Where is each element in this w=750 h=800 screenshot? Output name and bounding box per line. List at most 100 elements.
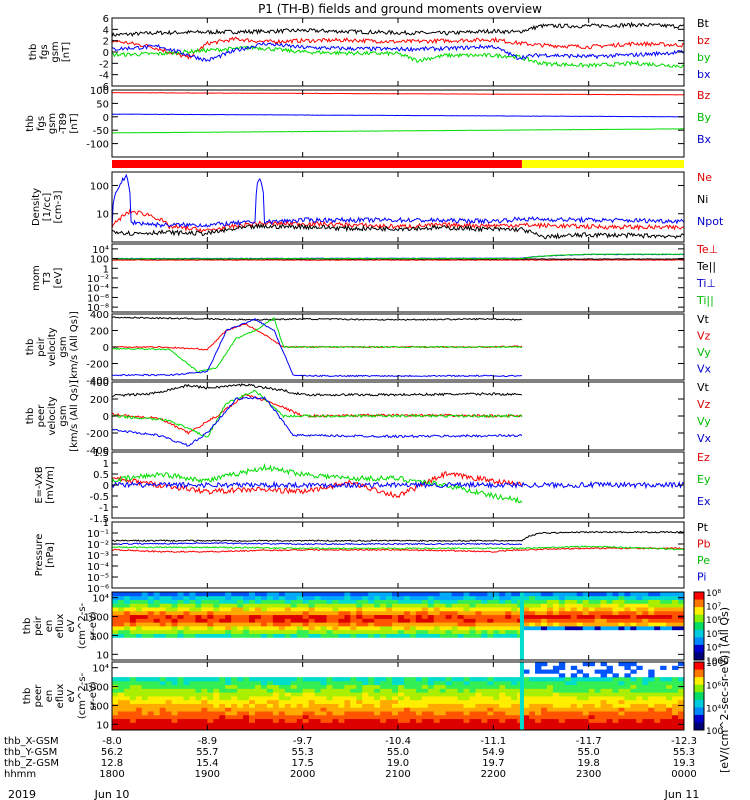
spectrogram-cell xyxy=(141,699,149,704)
spectrogram-cell xyxy=(463,684,470,689)
spectrogram-cell xyxy=(207,599,214,604)
spectrogram-cell xyxy=(582,688,590,693)
spectrogram-cell xyxy=(552,595,560,600)
colorbar-label: [eV/(cm^2-sec-sr-eV)] (All Qs) xyxy=(718,607,731,773)
spectrogram-cell xyxy=(231,633,238,638)
spectrogram-cell xyxy=(403,595,411,600)
spectrogram-cell xyxy=(302,718,310,723)
spectrogram-cell xyxy=(403,696,411,701)
spectrogram-cell xyxy=(487,726,494,731)
spectrogram-cell xyxy=(493,707,500,712)
spectrogram-cell xyxy=(189,610,196,616)
spectrogram-cell xyxy=(493,610,500,616)
spectrogram-cell xyxy=(249,614,256,619)
spectrogram-cell xyxy=(189,626,196,631)
spectrogram-cell xyxy=(123,677,131,682)
spectrogram-cell xyxy=(201,696,208,701)
spectrogram-cell xyxy=(266,699,274,704)
spectrogram-cell xyxy=(481,603,488,608)
spectrogram-cell xyxy=(278,692,286,697)
spectrogram-cell xyxy=(392,714,399,720)
spectrogram-cell xyxy=(314,607,321,612)
spectrogram-cell xyxy=(594,699,601,704)
spectrogram-cell xyxy=(278,618,286,623)
spectrogram-cell xyxy=(672,707,679,712)
spectrogram-cell xyxy=(624,618,631,623)
spectrogram-cell xyxy=(523,696,530,701)
spectrogram-cell xyxy=(213,688,220,693)
series-line xyxy=(111,208,685,234)
spectrogram-cell xyxy=(183,707,190,712)
spectrogram-cell xyxy=(654,599,661,604)
spectrogram-cell xyxy=(624,699,631,704)
spectrogram-cell xyxy=(469,603,476,608)
spectrogram-cell xyxy=(433,680,441,686)
spectrogram-cell xyxy=(296,610,304,616)
spectrogram-cell xyxy=(362,684,369,689)
spectrogram-cell xyxy=(451,718,458,723)
spectrogram-cell xyxy=(642,677,649,682)
spectrogram-cell xyxy=(350,622,357,627)
axis-row-value: 2300 xyxy=(576,769,601,780)
spectrogram-cell xyxy=(278,680,286,686)
spectrogram-cell xyxy=(457,684,464,689)
spectrogram-cell xyxy=(332,684,339,689)
series-line xyxy=(111,530,685,542)
spectrogram-cell xyxy=(350,711,357,716)
spectrogram-cell xyxy=(338,692,345,697)
spectrogram-cell xyxy=(344,722,351,727)
spectrogram-cell xyxy=(320,614,327,619)
colorbar-swatch xyxy=(694,677,704,686)
spectrogram-cell xyxy=(141,722,149,727)
spectrogram-cell xyxy=(672,692,679,697)
spectrogram-cell xyxy=(344,603,351,608)
spectrogram-cell xyxy=(654,707,661,712)
spectrogram-cell xyxy=(266,696,274,701)
spectrogram-cell xyxy=(660,711,667,716)
spectrogram-cell xyxy=(403,629,411,634)
spectrogram-cell xyxy=(660,680,667,686)
spectrogram-cell xyxy=(141,614,149,619)
panel-region_bar xyxy=(112,160,684,168)
colorbar-tick-label: 100 xyxy=(706,727,723,737)
spectrogram-cell xyxy=(415,699,423,704)
spectrogram-cell xyxy=(237,633,244,638)
spectrogram-cell xyxy=(445,711,453,716)
spectrogram-cell xyxy=(624,599,631,604)
spectrogram-cell xyxy=(469,684,476,689)
spectrogram-cell xyxy=(433,726,441,731)
spectrogram-cell xyxy=(201,707,208,712)
spectrogram-cell xyxy=(546,607,554,612)
spectrogram-cell xyxy=(392,633,399,638)
spectrogram-cell xyxy=(189,618,196,623)
spectrogram-cell xyxy=(493,699,500,704)
spectrogram-cell xyxy=(153,610,161,616)
spectrogram-cell xyxy=(398,618,405,623)
spectrogram-cell xyxy=(171,703,178,708)
spectrogram-cell xyxy=(618,599,625,604)
spectrogram-cell xyxy=(630,692,637,697)
spectrogram-cell xyxy=(648,603,655,608)
y-tick-label: 400 xyxy=(90,378,109,389)
spectrogram-cell xyxy=(278,610,286,616)
spectrogram-cell xyxy=(606,607,613,612)
spectrogram-cell xyxy=(648,669,655,674)
spectrogram-cell xyxy=(541,714,548,720)
spectrogram-cell xyxy=(380,707,387,712)
spectrogram-cell xyxy=(368,726,375,731)
spectrogram-cell xyxy=(672,618,679,623)
spectrogram-cell xyxy=(177,610,184,616)
spectrogram-cell xyxy=(344,714,351,720)
spectrogram-cell xyxy=(487,607,494,612)
spectrogram-cell xyxy=(338,592,345,597)
spectrogram-cell xyxy=(332,626,339,631)
spectrogram-cell xyxy=(177,684,184,689)
spectrogram-cell xyxy=(314,707,321,712)
spectrogram-cell xyxy=(380,599,387,604)
spectrogram-cell xyxy=(439,614,447,619)
spectrogram-cell xyxy=(195,703,202,708)
spectrogram-cell xyxy=(350,603,357,608)
spectrogram-cell xyxy=(421,677,429,682)
spectrogram-cell xyxy=(594,622,601,627)
spectrogram-cell xyxy=(427,696,435,701)
